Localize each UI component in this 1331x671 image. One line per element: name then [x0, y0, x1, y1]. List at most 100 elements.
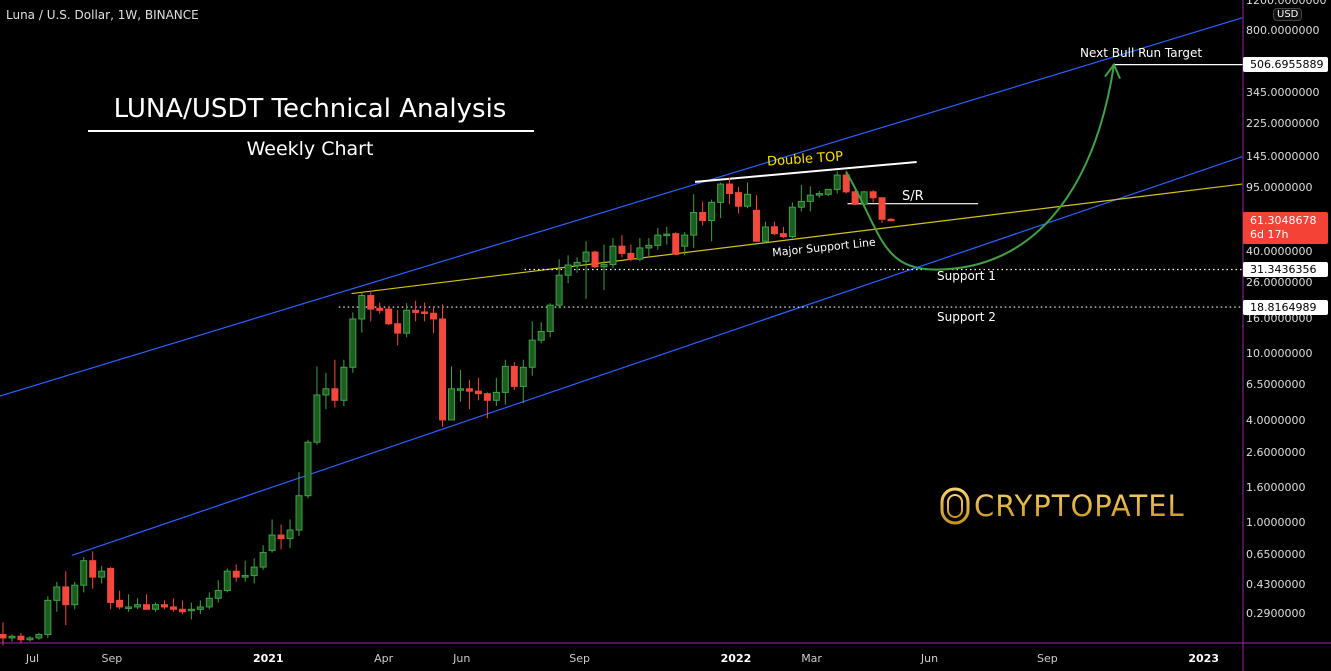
- candle-up: [456, 388, 464, 391]
- candle-down: [699, 211, 707, 221]
- candle-up: [797, 200, 805, 208]
- candle-down: [107, 567, 115, 603]
- candle-up: [358, 295, 366, 320]
- sr-label: S/R: [902, 189, 924, 204]
- time-tick-label: 2022: [720, 652, 752, 665]
- candle-up: [528, 339, 536, 368]
- candle-down: [376, 307, 384, 311]
- candle-up: [196, 606, 204, 610]
- price-tick-label: 10.0000000: [1246, 346, 1313, 360]
- candle-up: [98, 570, 106, 578]
- time-tick-label: Sep: [569, 652, 591, 665]
- candle-up: [286, 529, 294, 540]
- candle-down: [62, 586, 70, 606]
- candle-down: [779, 233, 787, 238]
- candle-down: [510, 365, 518, 387]
- candle-up: [806, 194, 814, 202]
- candle-down: [160, 604, 168, 608]
- candle-up: [53, 586, 61, 601]
- candle-down: [89, 560, 97, 578]
- target-price-label: 506.6955889: [1243, 57, 1328, 72]
- candle-up: [268, 534, 276, 551]
- major-support-line: [351, 183, 1243, 295]
- candle-up: [600, 264, 608, 268]
- price-tick-label: 95.0000000: [1246, 180, 1313, 194]
- arrow-head-icon: [1104, 62, 1121, 80]
- candle-up: [125, 606, 133, 609]
- candle-up: [250, 566, 258, 577]
- price-tick-label: 800.0000000: [1246, 24, 1320, 37]
- candle-up: [295, 495, 303, 531]
- candle-up: [8, 635, 16, 639]
- bar-countdown: 6d 17h: [1250, 228, 1289, 241]
- candle-up: [833, 174, 841, 190]
- current-price-label: 61.3048678 6d 17h: [1243, 212, 1328, 244]
- upper-channel-line: [0, 17, 1243, 397]
- candle-down: [735, 192, 743, 207]
- time-tick-label: Jun: [920, 652, 939, 665]
- time-tick-label: Jun: [453, 652, 471, 665]
- overlay-title: LUNA/USDT Technical Analysis: [113, 94, 507, 124]
- candle-down: [169, 606, 177, 610]
- candle-up: [573, 261, 581, 267]
- support2-label: Support 2: [937, 310, 996, 324]
- candle-up: [564, 264, 572, 276]
- candle-up: [555, 274, 563, 306]
- candle-down: [116, 599, 124, 608]
- title-underline: [88, 130, 534, 132]
- candle-down: [232, 570, 240, 578]
- candle-down: [17, 635, 25, 641]
- price-tick-label: 26.0000000: [1246, 276, 1313, 290]
- price-tick-label: 225.0000000: [1246, 117, 1320, 131]
- candle-up: [824, 188, 832, 195]
- price-tick-label: 145.0000000: [1246, 149, 1320, 163]
- support1-price-label: 31.3436356: [1243, 262, 1328, 277]
- candle-up: [313, 394, 321, 443]
- coin-icon: [940, 485, 970, 527]
- currency-button[interactable]: USD: [1273, 8, 1303, 21]
- candle-up: [304, 441, 312, 497]
- candle-down: [331, 388, 339, 401]
- current-price: 61.3048678: [1250, 214, 1317, 227]
- projection-curve: [845, 64, 1115, 271]
- cryptopatel-logo: CRYPTOPATEL: [940, 485, 1185, 527]
- overlay-subtitle: Weekly Chart: [246, 138, 374, 160]
- candle-down: [842, 174, 850, 193]
- logo-text: CRYPTOPATEL: [974, 489, 1185, 523]
- candle-down: [618, 245, 626, 254]
- candle-up: [663, 233, 671, 237]
- candle-up: [151, 604, 159, 610]
- price-tick-label: 0.2900000: [1246, 607, 1306, 621]
- candle-down: [851, 191, 859, 205]
- candle-up: [214, 590, 222, 599]
- candle-up: [223, 570, 231, 592]
- candle-up: [546, 304, 554, 332]
- candle-down: [143, 604, 151, 610]
- candle-down: [869, 191, 877, 199]
- candle-up: [537, 330, 545, 341]
- time-tick-label: Apr: [374, 652, 394, 665]
- candle-down: [277, 534, 285, 540]
- candle-up: [322, 388, 330, 396]
- candle-up: [645, 244, 653, 249]
- time-tick-label: Mar: [801, 652, 822, 665]
- candle-down: [887, 218, 895, 222]
- candle-up: [717, 183, 725, 203]
- candle-up: [241, 575, 249, 578]
- candle-down: [465, 388, 473, 392]
- candle-down: [627, 252, 635, 260]
- candle-up: [35, 634, 43, 639]
- time-tick-label: 2023: [1188, 652, 1219, 665]
- candle-up: [519, 366, 527, 387]
- candle-up: [259, 552, 267, 568]
- candle-up: [582, 251, 590, 262]
- candle-down: [367, 295, 375, 310]
- price-tick-label: 0.4300000: [1246, 578, 1306, 592]
- price-tick-label: 345.0000000: [1246, 85, 1320, 99]
- price-tick-label: 40.0000000: [1246, 244, 1313, 258]
- candle-down: [421, 311, 429, 314]
- candle-up: [80, 560, 88, 586]
- price-tick-label: 0.6500000: [1246, 547, 1306, 561]
- symbol-title: Luna / U.S. Dollar, 1W, BINANCE: [6, 8, 199, 22]
